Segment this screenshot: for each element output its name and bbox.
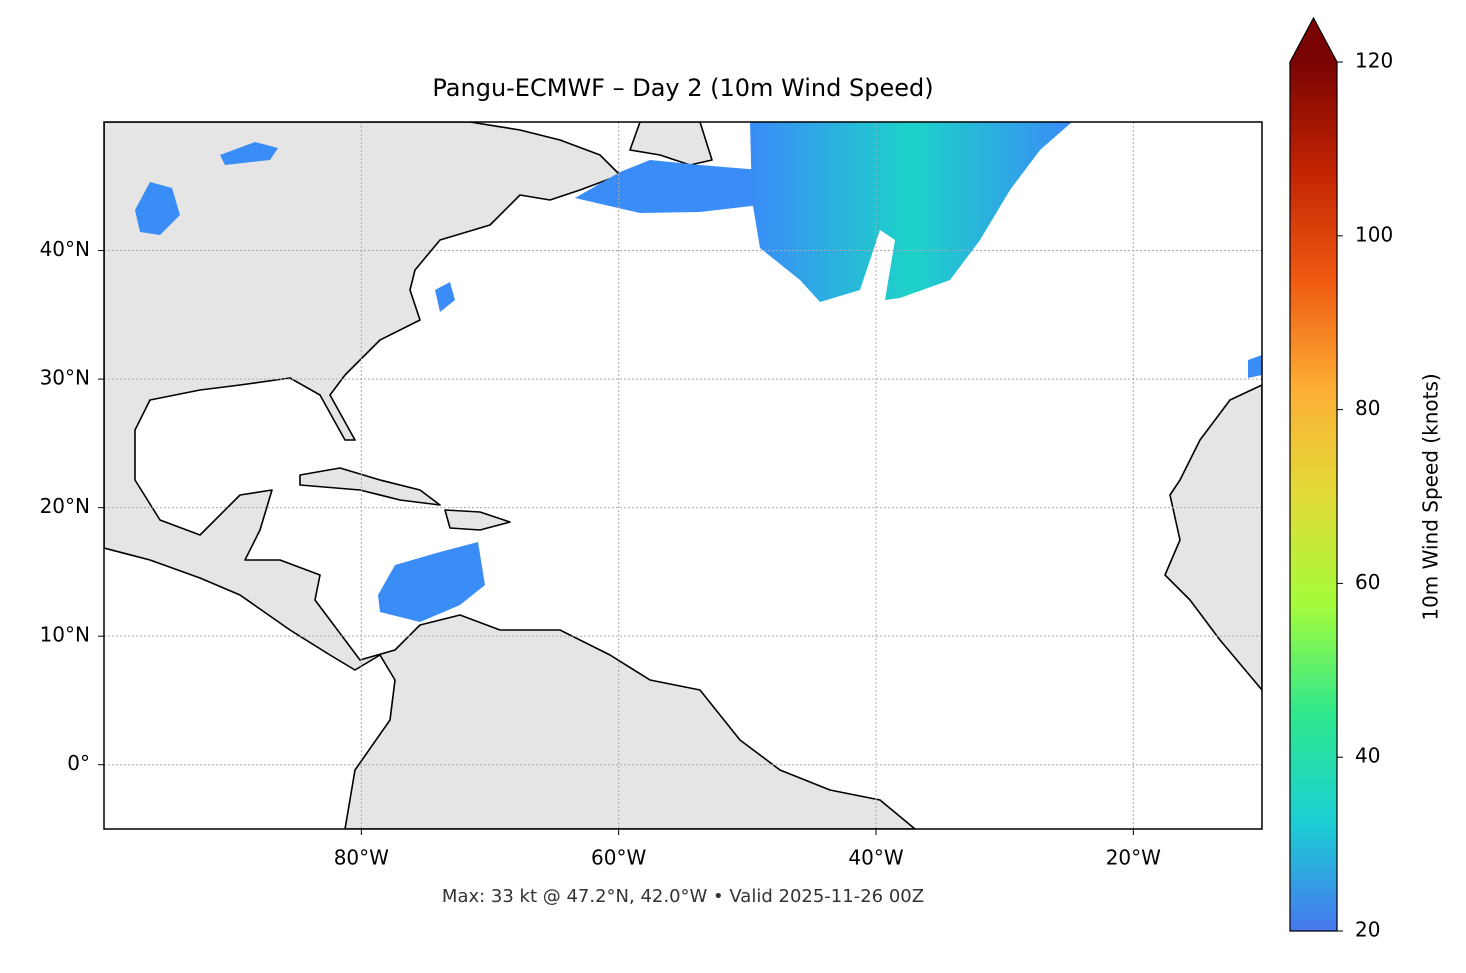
- x-tick-label: 20°W: [1106, 846, 1161, 870]
- x-tick-label: 40°W: [848, 846, 903, 870]
- x-tick-label: 60°W: [591, 846, 646, 870]
- land: [629, 122, 713, 166]
- x-tick-label: 80°W: [334, 846, 389, 870]
- y-tick-label: 0°: [67, 751, 90, 775]
- colorbar-extend: [1290, 18, 1337, 62]
- colorbar-tick-label: 60: [1355, 570, 1380, 594]
- land: [299, 467, 441, 506]
- colorbar-label: 10m Wind Speed (knots): [1419, 373, 1443, 620]
- wind-area: [435, 282, 455, 312]
- chart-title: Pangu-ECMWF – Day 2 (10m Wind Speed): [432, 74, 933, 102]
- colorbar-tick-label: 20: [1355, 918, 1380, 942]
- colorbar-frame: [1289, 16, 1338, 932]
- y-tick-label: 20°N: [40, 494, 90, 518]
- colorbar-tick-label: 40: [1355, 744, 1380, 768]
- wind-area: [135, 182, 180, 235]
- wind-area: [1248, 355, 1262, 378]
- wind-area: [750, 122, 1072, 302]
- y-tick-label: 30°N: [40, 366, 90, 390]
- wind-area: [378, 542, 485, 622]
- y-tick-label: 10°N: [40, 623, 90, 647]
- wind-area: [575, 160, 760, 213]
- map-frame: [103, 121, 1263, 830]
- land: [444, 509, 511, 531]
- map: [104, 122, 1262, 829]
- land: [1164, 384, 1262, 691]
- colorbar-tick-label: 120: [1355, 49, 1393, 73]
- colorbar-tick-label: 80: [1355, 396, 1380, 420]
- land: [104, 122, 916, 829]
- colorbar: [1290, 62, 1337, 931]
- y-tick-label: 40°N: [40, 237, 90, 261]
- wind-area: [220, 142, 278, 165]
- colorbar-tick-label: 100: [1355, 222, 1393, 246]
- annotation: Max: 33 kt @ 47.2°N, 42.0°W • Valid 2025…: [442, 886, 924, 907]
